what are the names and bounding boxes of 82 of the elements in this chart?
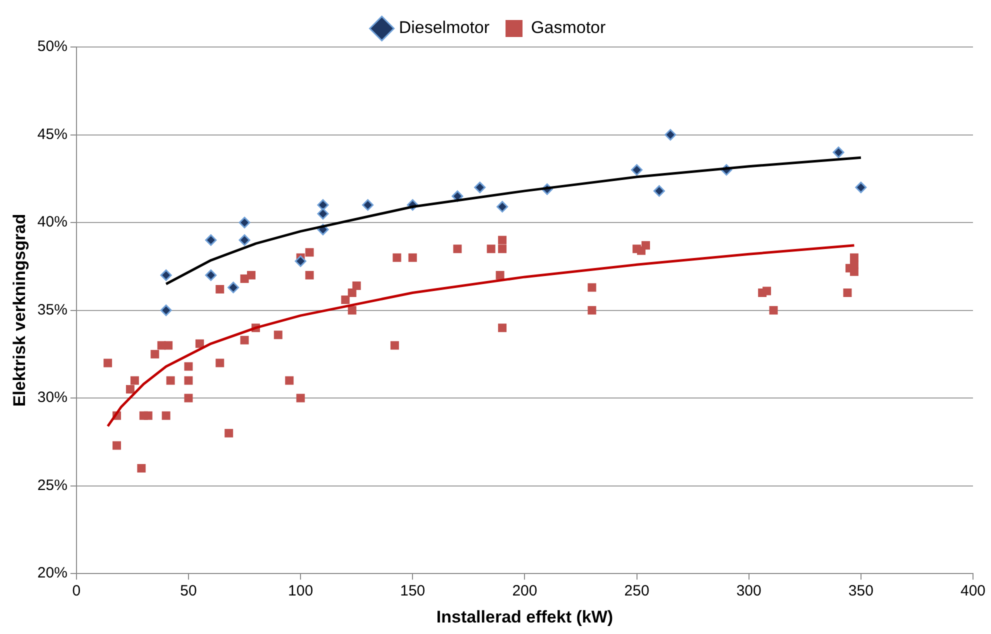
y-tick-label: 35% (37, 301, 68, 318)
x-tick-label: 250 (624, 582, 650, 600)
point (832, 146, 844, 158)
point (216, 284, 224, 294)
point (352, 281, 361, 290)
point (238, 234, 250, 246)
point (126, 385, 134, 394)
point (294, 255, 306, 267)
point (408, 253, 417, 262)
point (390, 341, 399, 350)
point (642, 241, 650, 250)
point (137, 464, 146, 473)
point (184, 362, 193, 371)
x-tick-label: 300 (736, 582, 762, 600)
x-tick-label: 100 (288, 582, 314, 600)
point (228, 282, 240, 294)
point (498, 324, 507, 332)
y-tick-label: 50% (37, 38, 68, 56)
point (305, 248, 314, 257)
point (104, 358, 112, 368)
x-tick-label: 0 (72, 582, 81, 600)
point (653, 185, 665, 197)
point (498, 244, 507, 254)
y-tick-label: 25% (37, 476, 68, 494)
point (160, 304, 172, 316)
point (498, 236, 507, 244)
point (240, 336, 249, 344)
y-tick-label: 20% (37, 564, 68, 582)
point (184, 376, 193, 385)
y-tick-label: 45% (37, 126, 68, 143)
point (184, 394, 193, 402)
point (843, 288, 852, 297)
point (130, 376, 139, 385)
point (205, 234, 217, 246)
point (496, 270, 504, 280)
point (166, 376, 175, 385)
point (348, 306, 356, 315)
point (588, 283, 596, 292)
x-tick-label: 150 (400, 582, 426, 600)
legend-label: Gasmotor (531, 18, 606, 38)
point (195, 339, 204, 348)
point (216, 358, 224, 368)
point (762, 286, 772, 296)
x-tick-label: 350 (848, 582, 874, 600)
point (162, 411, 170, 420)
x-axis-title: Installerad effekt (kW) (436, 607, 614, 626)
point (317, 208, 329, 220)
y-tick-label: 40% (37, 214, 68, 231)
point (274, 330, 282, 340)
point (474, 182, 486, 194)
x-tick-label: 200 (512, 582, 538, 600)
point (285, 376, 294, 385)
point (205, 269, 217, 281)
point (588, 306, 596, 315)
x-tick-label: 50 (180, 582, 197, 600)
point (247, 270, 256, 280)
point (855, 182, 867, 194)
point (850, 267, 858, 276)
point (150, 350, 160, 358)
point (296, 394, 305, 402)
point (362, 199, 374, 211)
point (769, 306, 778, 315)
point (305, 270, 314, 280)
y-tick-label: 30% (37, 389, 68, 406)
point (164, 341, 173, 350)
point (392, 253, 402, 262)
point (631, 164, 643, 176)
point (348, 288, 356, 297)
point (453, 244, 462, 254)
point (238, 216, 250, 228)
point (317, 199, 329, 211)
point (112, 441, 122, 450)
point (341, 296, 350, 304)
point (486, 244, 496, 254)
point (144, 411, 152, 420)
point (160, 269, 172, 281)
x-tick-label: 400 (960, 582, 986, 600)
point (224, 428, 234, 438)
legend-label: Dieselmotor (398, 18, 490, 38)
y-axis-title: Elektrisk verkningsgrad (10, 214, 29, 407)
point (496, 200, 508, 212)
point (664, 129, 676, 141)
